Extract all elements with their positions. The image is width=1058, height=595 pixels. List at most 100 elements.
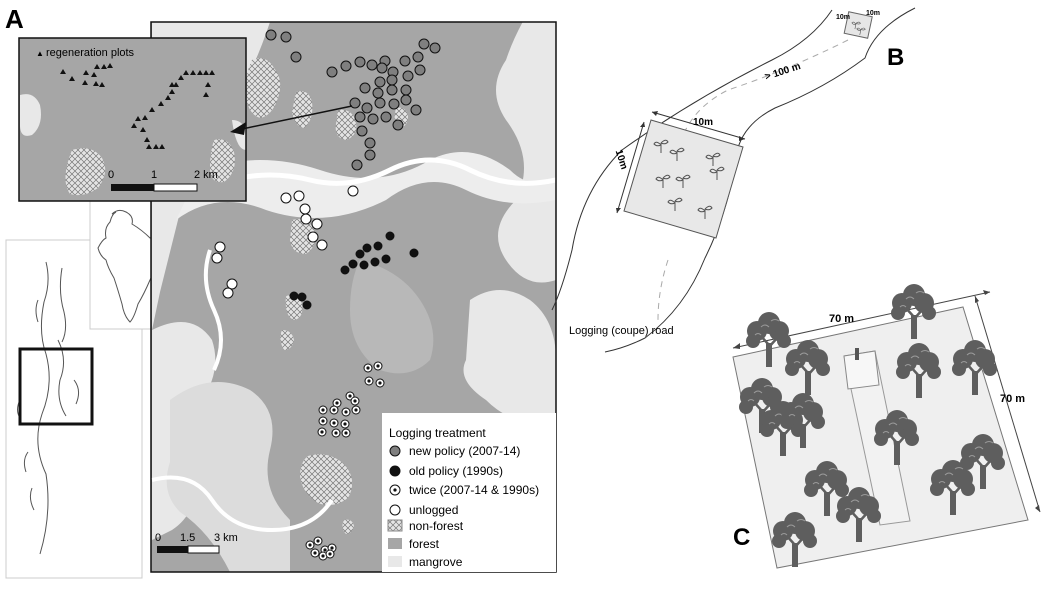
twice-logged-point-center	[334, 431, 338, 435]
regeneration-plot-marker	[197, 70, 203, 75]
new-policy-point	[265, 29, 277, 41]
new-policy-point	[326, 66, 338, 78]
regeneration-plot-marker	[165, 95, 171, 100]
regeneration-plot-marker	[135, 116, 141, 121]
regeneration-plot-marker	[169, 89, 175, 94]
legend-title: Logging treatment	[389, 426, 486, 440]
twice-logged-point-center	[353, 399, 357, 403]
twice-logged-point-center	[344, 410, 348, 414]
unlogged-point	[222, 287, 234, 299]
legend-old-swatch	[389, 465, 401, 477]
twice-logged-point-center	[321, 554, 325, 558]
scale-tick-0: 0	[155, 532, 161, 544]
regeneration-plot-marker	[149, 107, 155, 112]
unlogged-point	[280, 192, 292, 204]
twice-logged-point-center	[367, 379, 371, 383]
new-policy-point	[354, 111, 366, 123]
regeneration-plot-marker	[91, 72, 97, 77]
regeneration-plot-marker	[144, 137, 150, 142]
coupe-height-label: 70 m	[1000, 393, 1025, 405]
panel-c-label: C	[733, 524, 750, 551]
panel-a-label: A	[5, 4, 24, 34]
new-policy-point	[364, 149, 376, 161]
old-policy-point	[340, 265, 350, 275]
small-plot-width: 10m	[836, 14, 850, 21]
twice-logged-point-center	[320, 430, 324, 434]
twice-logged-point-center	[321, 419, 325, 423]
twice-logged-point-center	[348, 394, 352, 398]
twice-logged-point-center	[354, 408, 358, 412]
panel-b-label: B	[887, 44, 904, 71]
new-policy-point	[361, 102, 373, 114]
twice-logged-points	[305, 361, 385, 561]
regeneration-plot-marker	[178, 75, 184, 80]
legend-new-swatch	[389, 445, 401, 457]
small-plot-height: 10m	[866, 10, 880, 17]
twice-logged-point-center	[378, 381, 382, 385]
regeneration-plot-marker	[183, 70, 189, 75]
old-policy-point	[385, 231, 395, 241]
legend-old-label: old policy (1990s)	[409, 464, 503, 478]
new-policy-point	[386, 74, 398, 86]
twice-logged-point-center	[328, 552, 332, 556]
legend-mangrove-label: mangrove	[409, 555, 463, 569]
main-scale-bar: 0 1.5 3 km	[155, 532, 238, 554]
inset-scale-1: 1	[151, 169, 157, 181]
regeneration-plot-marker	[107, 63, 113, 68]
coupe-width-label: 70 m	[829, 313, 854, 325]
twice-logged-point-center	[323, 548, 327, 552]
new-policy-point	[400, 94, 412, 106]
new-policy-point	[388, 98, 400, 110]
new-policy-point	[280, 31, 292, 43]
regeneration-plot-marker	[131, 123, 137, 128]
regeneration-plot-marker	[203, 70, 209, 75]
old-policy-point	[373, 241, 383, 251]
regeneration-plot-marker	[209, 70, 215, 75]
regeneration-plot-marker	[190, 70, 196, 75]
plot-width-label: 10m	[693, 117, 713, 128]
regeneration-plot-marker	[173, 82, 179, 87]
scale-tick-1.5: 1.5	[180, 532, 195, 544]
new-policy-point	[376, 62, 388, 74]
twice-logged-point-center	[313, 551, 317, 555]
unlogged-point	[311, 218, 323, 230]
regeneration-plot-marker	[203, 92, 209, 97]
twice-logged-point-center	[343, 422, 347, 426]
new-policy-point	[359, 82, 371, 94]
new-policy-point	[374, 76, 386, 88]
twice-logged-point-center	[344, 431, 348, 435]
unlogged-point	[214, 241, 226, 253]
old-policy-point	[348, 259, 358, 269]
regeneration-plot-marker	[158, 101, 164, 106]
inset-map: ▲ regeneration plots 0 1 2 km	[18, 37, 247, 202]
unlogged-point	[307, 231, 319, 243]
new-policy-point	[386, 84, 398, 96]
new-policy-point	[290, 51, 302, 63]
locator-extent-box	[18, 347, 94, 426]
regeneration-plot-marker	[99, 82, 105, 87]
regeneration-plot-marker	[140, 127, 146, 132]
old-policy-point	[355, 249, 365, 259]
new-policy-point	[372, 87, 384, 99]
new-policy-point	[399, 55, 411, 67]
legend-nonforest-label: non-forest	[409, 519, 464, 533]
inset-scale-dark	[111, 184, 154, 191]
regeneration-plot-marker	[83, 70, 89, 75]
old-policy-point	[362, 243, 372, 253]
map-legend: Logging treatment new policy (2007-14) o…	[382, 413, 556, 572]
regeneration-plot-marker	[142, 115, 148, 120]
new-policy-point	[392, 119, 404, 131]
new-policy-point	[364, 137, 376, 149]
regeneration-plot-marker	[205, 82, 211, 87]
new-policy-point	[374, 97, 386, 109]
distance-label: > 100 m	[764, 61, 803, 83]
old-policy-point	[381, 254, 391, 264]
regeneration-plot-marker	[69, 76, 75, 81]
legend-new-label: new policy (2007-14)	[409, 444, 520, 458]
new-policy-point	[354, 56, 366, 68]
new-policy-point	[410, 104, 422, 116]
twice-logged-point-center	[332, 408, 336, 412]
regeneration-plot-marker	[101, 64, 107, 69]
legend-twice-label: twice (2007-14 & 1990s)	[409, 483, 539, 497]
new-policy-point	[380, 111, 392, 123]
